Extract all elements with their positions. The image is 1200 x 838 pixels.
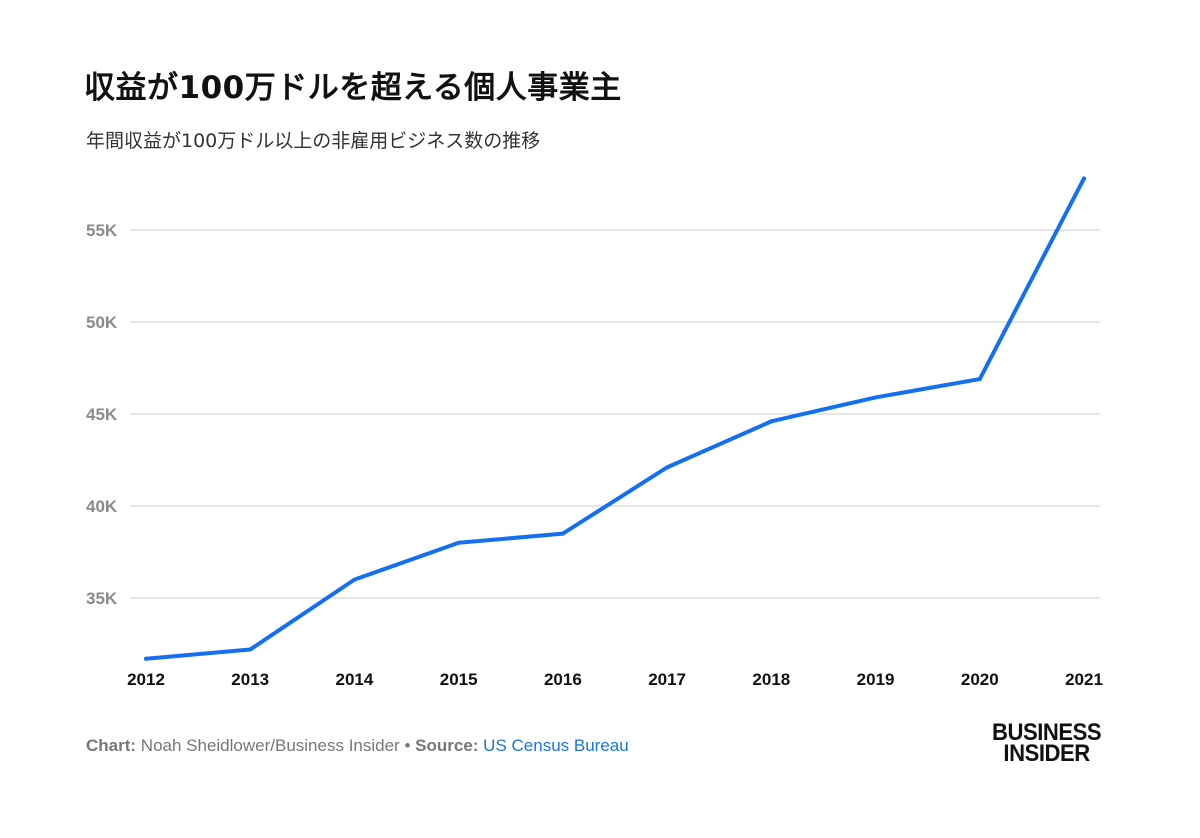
source-label: Source: [415,736,479,755]
business-insider-logo: BUSINESS INSIDER [992,719,1102,767]
data-point-2017 [665,465,670,470]
y-tick-label: 40K [86,497,118,516]
data-line [144,176,1086,661]
chart-credit-label: Chart: [86,736,137,755]
data-point-2019 [873,395,878,400]
chart-footer: Chart: Noah Sheidlower/Business Insider … [86,736,629,756]
data-point-2014 [352,577,357,582]
separator-bullet: • [404,736,411,755]
chart-author: Noah Sheidlower/Business Insider [140,736,400,755]
data-point-2021 [1082,176,1086,181]
x-tick-label: 2016 [544,670,582,689]
x-tick-label: 2017 [648,670,686,689]
logo-line-2: INSIDER [1003,740,1090,767]
x-tick-label: 2019 [857,670,895,689]
x-tick-label: 2015 [440,670,478,689]
data-point-2012 [144,656,148,661]
x-tick-label: 2018 [752,670,790,689]
logo-line-1: BUSINESS [992,719,1102,746]
data-point-2020 [977,377,982,382]
x-tick-label: 2013 [231,670,269,689]
y-tick-label: 35K [86,589,118,608]
data-point-2016 [560,531,565,536]
source-link[interactable]: US Census Bureau [483,736,629,755]
chart-subtitle: 年間収益が100万ドル以上の非雇用ビジネス数の推移 [86,130,541,152]
x-tick-label: 2012 [127,670,165,689]
y-tick-label: 50K [86,313,118,332]
data-point-2013 [248,647,253,652]
data-point-2015 [456,540,461,545]
data-point-2018 [769,419,774,424]
y-tick-label: 45K [86,405,118,424]
x-tick-label: 2020 [961,670,999,689]
x-tick-label: 2021 [1065,670,1103,689]
chart-title: 収益が100万ドルを超える個人事業主 [84,70,622,106]
y-tick-label: 55K [86,221,118,240]
x-tick-label: 2014 [336,670,374,689]
